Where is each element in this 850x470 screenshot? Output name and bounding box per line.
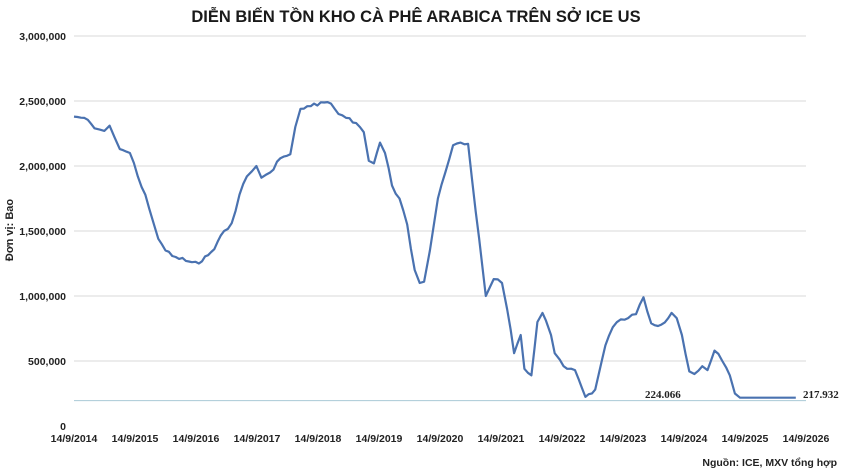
annotation-low-2023: 224.066 bbox=[645, 389, 681, 401]
x-tick-label: 14/9/2022 bbox=[539, 433, 586, 445]
y-tick-label: 0 bbox=[60, 421, 66, 433]
x-tick-label: 14/9/2016 bbox=[173, 433, 220, 445]
annotation-latest: 217.932 bbox=[803, 389, 839, 401]
chart-title: DIỄN BIẾN TỒN KHO CÀ PHÊ ARABICA TRÊN SỞ… bbox=[191, 7, 640, 26]
x-tick-label: 14/9/2014 bbox=[51, 433, 98, 445]
x-tick-label: 14/9/2018 bbox=[295, 433, 342, 445]
x-tick-label: 14/9/2025 bbox=[722, 433, 769, 445]
x-axis: 14/9/2014 14/9/2015 14/9/2016 14/9/2017 14/9… bbox=[51, 433, 830, 445]
y-tick-label: 2,000,000 bbox=[19, 161, 66, 173]
y-tick-label: 500,000 bbox=[28, 356, 66, 368]
source-note: Nguồn: ICE, MXV tổng hợp bbox=[702, 457, 837, 469]
x-tick-label: 14/9/2024 bbox=[661, 433, 708, 445]
y-axis-label: Đơn vị: Bao bbox=[4, 199, 16, 261]
x-tick-label: 14/9/2021 bbox=[478, 433, 525, 445]
series-line bbox=[73, 101, 796, 399]
y-tick-label: 3,000,000 bbox=[19, 31, 66, 43]
y-tick-label: 1,000,000 bbox=[19, 291, 66, 303]
x-tick-label: 14/9/2020 bbox=[417, 433, 464, 445]
series-layer bbox=[73, 101, 796, 399]
x-tick-label: 14/9/2026 bbox=[783, 433, 830, 445]
x-tick-label: 14/9/2023 bbox=[600, 433, 647, 445]
x-tick-label: 14/9/2019 bbox=[356, 433, 403, 445]
x-tick-label: 14/9/2017 bbox=[234, 433, 281, 445]
y-tick-label: 1,500,000 bbox=[19, 226, 66, 238]
grid bbox=[74, 35, 806, 402]
y-tick-label: 2,500,000 bbox=[19, 96, 66, 108]
x-tick-label: 14/9/2015 bbox=[112, 433, 159, 445]
y-axis: 0 500,000 1,000,000 1,500,000 2,000,000 2,500… bbox=[19, 31, 66, 433]
